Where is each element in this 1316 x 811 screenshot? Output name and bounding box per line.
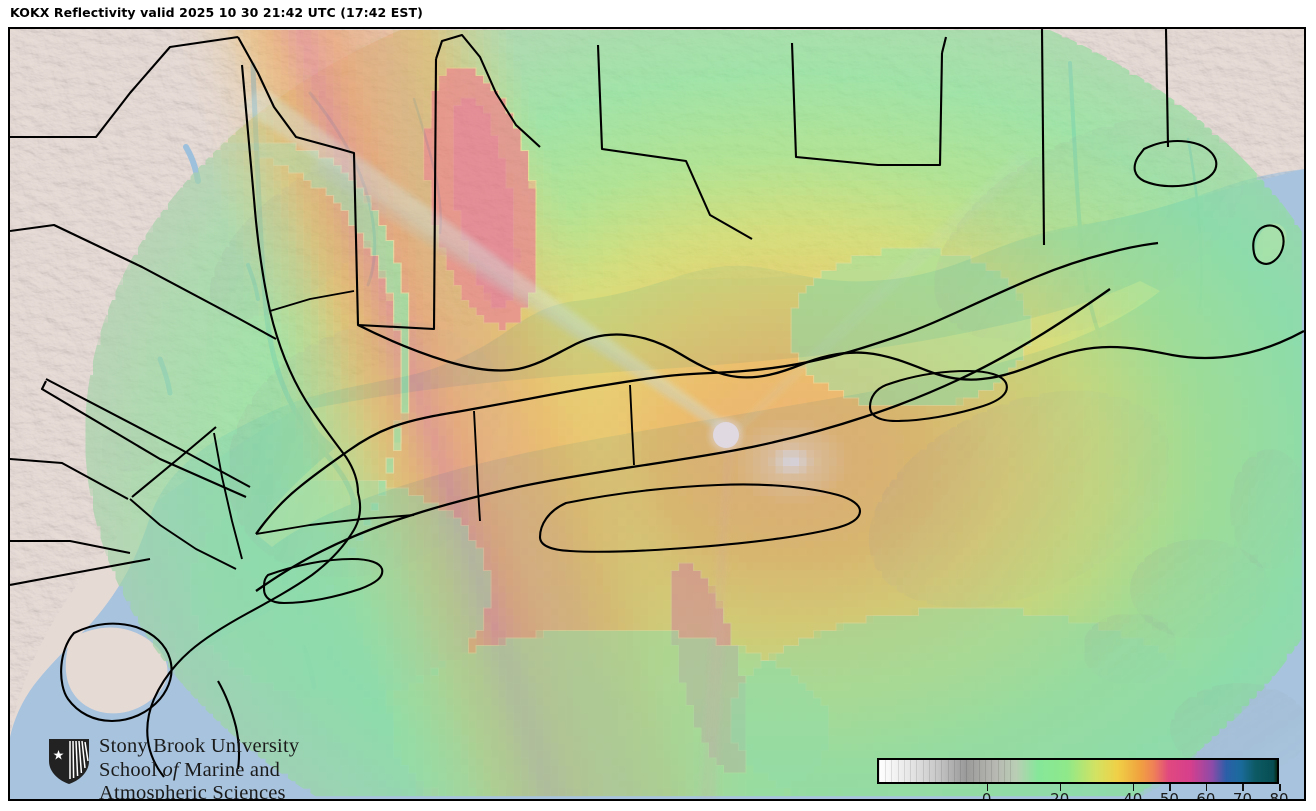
radar-reflectivity-field — [85, 29, 1304, 799]
boundary-nj-2 — [129, 498, 237, 570]
coast-staten-island — [60, 622, 173, 723]
colorbar-step — [953, 760, 955, 782]
radar-map-canvas[interactable] — [10, 29, 1304, 799]
boundary-li-counties-1 — [473, 410, 481, 522]
logo-line-2: School of Marine and — [99, 759, 299, 783]
page-title: KOKX Reflectivity valid 2025 10 30 21:42… — [10, 5, 423, 20]
coast-long-island-north — [255, 241, 1159, 535]
logo-line-3: Atmospheric Sciences — [99, 782, 286, 801]
stony-brook-logo: Stony Brook University School of Marine … — [48, 735, 318, 801]
colorbar-step — [935, 760, 937, 782]
radial-beam-artifacts — [240, 87, 1032, 799]
boundary-ct-county-1 — [435, 33, 541, 148]
coast-long-island-east-fork — [868, 369, 1008, 423]
colorbar-tick — [1169, 784, 1171, 791]
logo-line-2-italic: of — [162, 758, 179, 781]
boundary-county-2 — [45, 378, 251, 488]
colorbar-label-60: 60 — [1196, 790, 1216, 801]
reflectivity-colorbar: 0 20 40 50 60 70 80 — [877, 758, 1289, 801]
colorbar-step — [879, 760, 880, 782]
colorbar-label-20: 20 — [1050, 790, 1070, 801]
boundary-county-6 — [10, 557, 151, 587]
colorbar-step — [891, 760, 893, 782]
boundary-ma-ri — [1040, 29, 1046, 246]
map-boundaries — [10, 29, 1304, 778]
coast-great-south-bay — [538, 483, 862, 553]
colorbar-tick-labels: 0 20 40 50 60 70 80 — [877, 790, 1289, 801]
colorbar-step — [991, 760, 993, 782]
colorbar-tick — [1242, 784, 1244, 791]
colorbar-bar — [877, 758, 1279, 784]
boundary-li-counties-2 — [629, 384, 635, 466]
boundary-county-3 — [40, 380, 247, 498]
colorbar-step — [947, 760, 949, 782]
colorbar-step — [885, 760, 887, 782]
title-bar: KOKX Reflectivity valid 2025 10 30 21:42… — [0, 0, 1316, 27]
coast-jamaica-bay — [262, 557, 384, 605]
coast-block-island — [1252, 224, 1285, 265]
radar-map-frame[interactable]: 0 20 40 50 60 70 80 Stony Broo — [8, 27, 1306, 801]
boundary-county-4 — [131, 426, 217, 498]
colorbar-step — [928, 760, 930, 782]
colorbar-tick — [986, 784, 989, 791]
boundary-county-1 — [10, 223, 277, 340]
colorbar-ticks — [877, 784, 1281, 792]
colorbar-step — [978, 760, 980, 782]
boundary-ri-ct — [1164, 29, 1170, 148]
colorbar-label-40: 40 — [1123, 790, 1143, 801]
logo-line-2-pre: School — [99, 758, 163, 781]
boundary-ct-county-4 — [940, 36, 948, 54]
coast-nyc-harbour — [146, 650, 191, 778]
coast-sandy-hook — [217, 680, 241, 770]
colorbar-step — [897, 760, 899, 782]
colorbar-step — [960, 760, 962, 782]
colorbar-label-50: 50 — [1159, 790, 1179, 801]
colorbar-tick — [1279, 784, 1281, 791]
boundary-ct-county-2 — [596, 44, 753, 240]
boundary-westchester — [269, 290, 355, 312]
boundary-ct-county-3 — [790, 42, 944, 167]
colorbar-label-80: 80 — [1269, 790, 1289, 801]
colorbar-gradient — [879, 760, 1277, 782]
colorbar-step — [985, 760, 987, 782]
low-reflectivity-clutter — [100, 116, 1304, 775]
boundary-ny-state-1 — [10, 35, 239, 139]
boundary-county-5 — [10, 457, 129, 500]
colorbar-step — [1003, 760, 1005, 782]
colorbar-tick — [1059, 784, 1062, 791]
coast-manhattan-hudson — [240, 64, 360, 494]
colorbar-step — [903, 760, 905, 782]
colorbar-tick — [1132, 784, 1135, 791]
colorbar-step — [922, 760, 924, 782]
colorbar-step — [966, 760, 968, 782]
colorbar-step — [910, 760, 912, 782]
colorbar-step — [1010, 760, 1012, 782]
shield-with-star-icon — [49, 739, 89, 784]
boundary-nj-1 — [213, 432, 243, 560]
colorbar-label-70: 70 — [1232, 790, 1252, 801]
colorbar-step — [997, 760, 999, 782]
logo-wordmark: Stony Brook University School of Marine … — [99, 735, 300, 801]
colorbar-step — [916, 760, 918, 782]
land-coastal-lobe — [65, 627, 168, 714]
coast-long-island-south — [255, 288, 1111, 592]
boundary-ct-ny — [237, 36, 438, 331]
colorbar-tick — [1205, 784, 1208, 791]
colorbar-step — [972, 760, 974, 782]
logo-line-1: Stony Brook University — [99, 735, 300, 757]
boundary-county-7 — [10, 539, 131, 555]
coast-east-river — [189, 492, 362, 652]
boundary-nyc-boroughs — [255, 514, 415, 535]
logo-line-2-post: Marine and — [178, 758, 281, 781]
coast-fishers-island — [1133, 139, 1218, 188]
colorbar-step — [941, 760, 943, 782]
colorbar-label-0: 0 — [981, 790, 992, 801]
